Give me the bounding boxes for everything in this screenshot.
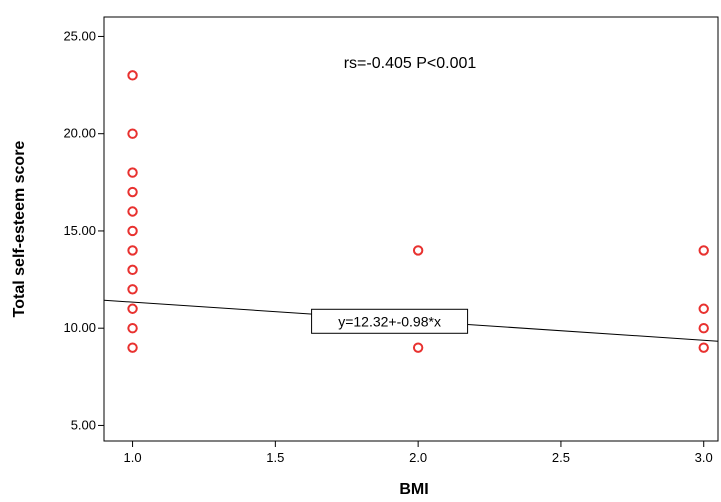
- data-point: [127, 128, 138, 139]
- y-tick-label: 20.00: [63, 126, 96, 141]
- data-point: [412, 245, 424, 256]
- data-point: [127, 167, 138, 178]
- equation-box: [311, 308, 469, 334]
- plot-area: [103, 16, 719, 442]
- data-point: [412, 342, 424, 353]
- x-tick-label: 3.0: [695, 450, 713, 465]
- data-point: [127, 322, 138, 334]
- equation-label: y=12.32+-0.98*x: [338, 313, 441, 329]
- data-point: [127, 225, 138, 237]
- x-axis-ticks: 1.0 1.5 2.0 2.5 3.0: [124, 441, 713, 465]
- x-axis-title: BMI: [399, 481, 428, 498]
- data-point: [127, 284, 138, 295]
- y-tick-label: 15.00: [63, 223, 96, 238]
- y-tick-label: 25.00: [63, 28, 96, 43]
- y-axis-ticks: 5.00 10.00 15.00 20.00 25.00: [63, 28, 104, 432]
- data-point: [127, 186, 138, 198]
- data-point: [127, 206, 138, 217]
- data-point: [127, 303, 138, 314]
- data-point: [127, 342, 138, 353]
- y-axis-title: Total self-esteem score: [11, 141, 28, 318]
- data-point: [698, 245, 709, 256]
- data-points: [127, 70, 709, 353]
- data-point: [698, 322, 709, 334]
- data-point: [127, 245, 138, 256]
- data-point: [127, 70, 138, 81]
- y-tick-label: 10.00: [63, 320, 96, 335]
- y-tick-label: 5.00: [71, 417, 96, 432]
- regression-line-group: y=12.32+-0.98*x: [103, 299, 719, 342]
- x-tick-label: 2.5: [552, 450, 570, 465]
- x-tick-label: 1.5: [266, 450, 284, 465]
- data-point: [698, 342, 709, 353]
- x-tick-label: 1.0: [124, 450, 142, 465]
- correlation-annotation: rs=-0.405 P<0.001: [344, 55, 477, 72]
- data-point: [127, 264, 138, 276]
- data-point: [698, 303, 709, 314]
- x-tick-label: 2.0: [409, 450, 427, 465]
